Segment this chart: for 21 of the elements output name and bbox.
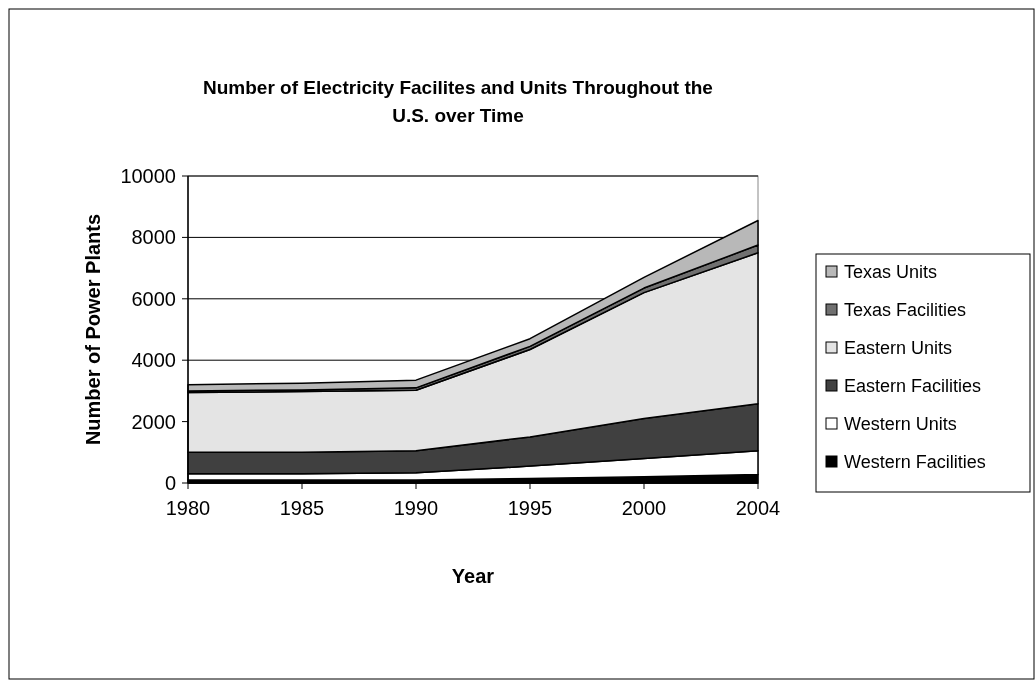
legend-label: Western Facilities	[844, 452, 986, 473]
chart-title: Number of Electricity Facilites and Units Throughout the U.S. over Time	[203, 77, 713, 126]
x-tick-label: 1990	[393, 497, 439, 519]
y-tick-label: 10000	[120, 165, 176, 187]
x-axis-title: Year	[451, 565, 495, 587]
y-axis-title: Number of Power Plants	[82, 213, 104, 446]
legend-label: Texas Facilities	[844, 300, 967, 321]
x-tick-label: 1985	[279, 497, 325, 519]
legend-label: Eastern Facilities	[844, 376, 982, 397]
y-tick-label: 0	[164, 472, 176, 494]
x-tick-label: 2004	[735, 497, 781, 519]
y-tick-label: 4000	[131, 349, 176, 372]
legend-label: Eastern Units	[844, 338, 953, 359]
y-tick-label: 8000	[131, 226, 176, 249]
legend-label: Western Units	[844, 414, 957, 435]
legend-label: Texas Units	[844, 262, 938, 283]
y-tick-label: 2000	[131, 410, 176, 433]
y-tick-label: 6000	[131, 287, 176, 310]
x-tick-label: 1995	[507, 497, 553, 519]
x-tick-label: 2000	[621, 497, 667, 519]
x-tick-label: 1980	[165, 497, 211, 519]
